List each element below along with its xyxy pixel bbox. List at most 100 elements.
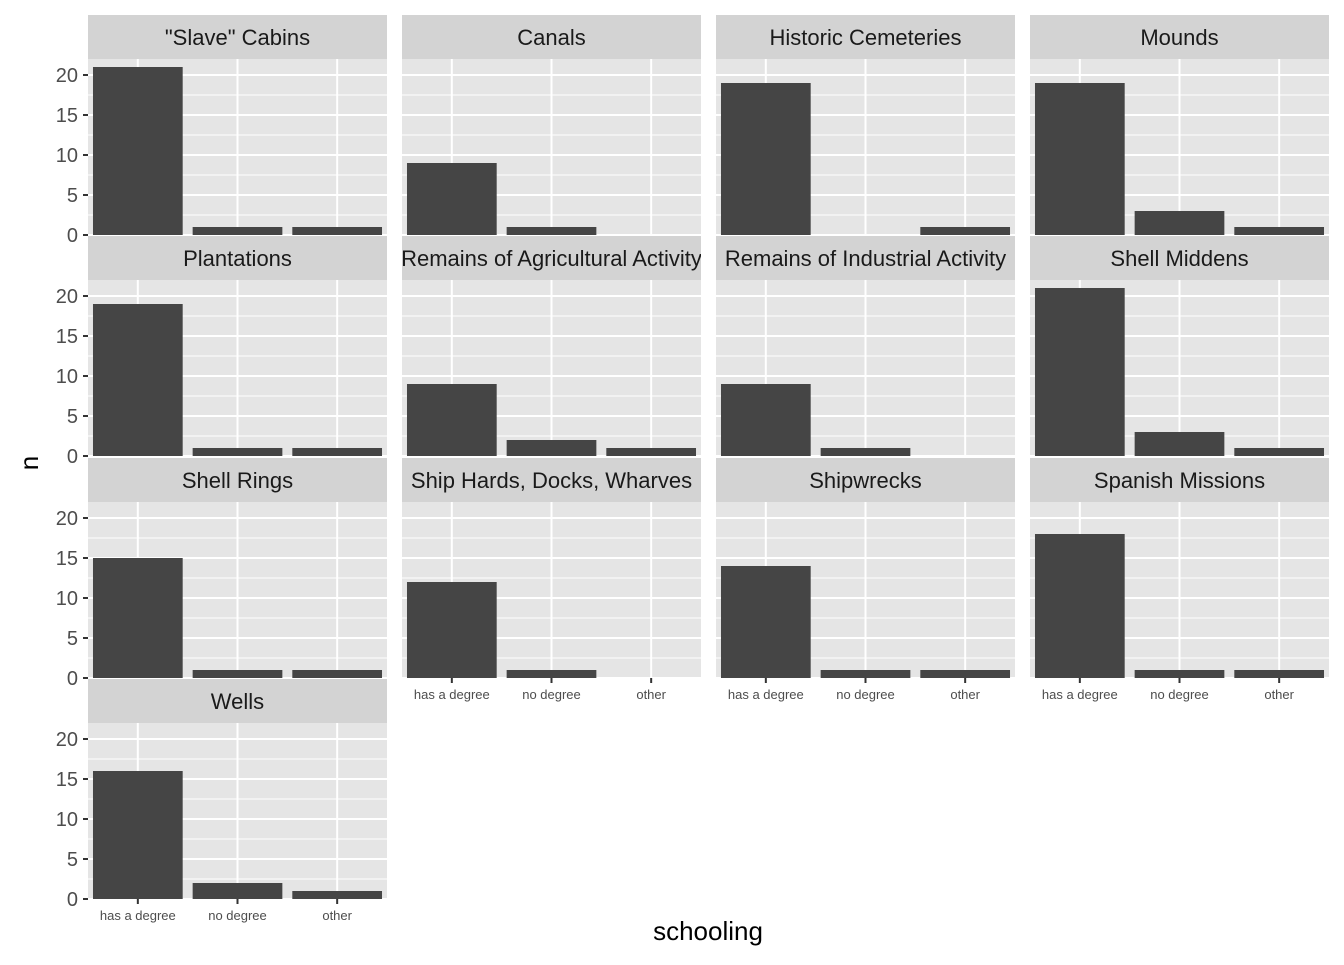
bar	[1234, 448, 1325, 456]
x-tick-label: other	[322, 908, 352, 923]
facet-strip	[402, 15, 701, 59]
facet-strip	[716, 15, 1015, 59]
facet-strip	[716, 458, 1015, 502]
facet-panel: Ship Hards, Docks, Wharves has a degree no…	[402, 458, 701, 702]
bar	[1134, 432, 1225, 456]
facet-strip	[1030, 15, 1329, 59]
bar	[820, 448, 911, 456]
y-tick-label: 10	[56, 588, 78, 610]
bar	[820, 670, 911, 678]
facet-strip-label: Remains of Agricultural Activity	[401, 246, 702, 271]
bar	[192, 448, 283, 456]
bar	[192, 227, 283, 235]
facet-panel: Wells 0 5 10 15 20 has a degree no degree other	[56, 679, 387, 923]
bar	[506, 440, 597, 456]
bar	[606, 448, 697, 456]
facet-strip	[88, 236, 387, 280]
x-tick-label: other	[1264, 687, 1294, 702]
y-tick-label: 20	[56, 508, 78, 530]
x-tick-label: other	[636, 687, 666, 702]
facet-strip-label: Shipwrecks	[809, 468, 921, 493]
facet-panel: Plantations 0 5 10 15 20	[56, 236, 387, 468]
y-tick-label: 0	[67, 225, 78, 247]
bar	[92, 771, 183, 899]
y-tick-label: 20	[56, 729, 78, 751]
bar	[192, 883, 283, 899]
y-tick-label: 15	[56, 326, 78, 348]
bar	[292, 448, 383, 456]
facet-strip-label: Shell Rings	[182, 468, 293, 493]
facet-strip-label: Historic Cemeteries	[770, 25, 962, 50]
bar	[92, 67, 183, 235]
facet-panel: Spanish Missions has a degree no degree oth…	[1030, 458, 1329, 702]
bar	[506, 227, 597, 235]
bar	[1034, 534, 1125, 678]
y-tick-label: 5	[67, 185, 78, 207]
x-tick-label: has a degree	[100, 908, 176, 923]
bar	[92, 304, 183, 456]
y-tick-label: 20	[56, 65, 78, 87]
y-tick-label: 5	[67, 406, 78, 428]
facet-strip	[1030, 458, 1329, 502]
facet-strip-label: Ship Hards, Docks, Wharves	[411, 468, 692, 493]
facet-strip-label: Remains of Industrial Activity	[725, 246, 1006, 271]
bar	[292, 670, 383, 678]
facet-panel: Shell Middens	[1030, 236, 1329, 457]
y-tick-label: 10	[56, 145, 78, 167]
facet-strip-label: Spanish Missions	[1094, 468, 1265, 493]
bar	[292, 227, 383, 235]
facet-strip	[88, 15, 387, 59]
y-tick-label: 0	[67, 889, 78, 911]
y-tick-label: 0	[67, 446, 78, 468]
facet-panel: Remains of Industrial Activity	[716, 236, 1015, 457]
facet-strip-label: Mounds	[1140, 25, 1218, 50]
bar	[720, 83, 811, 235]
x-tick-label: has a degree	[1042, 687, 1118, 702]
bar	[1134, 670, 1225, 678]
y-tick-label: 5	[67, 849, 78, 871]
bar	[720, 566, 811, 678]
x-axis-title: schooling	[653, 916, 763, 946]
bar	[406, 163, 497, 235]
facet-strip	[402, 236, 701, 280]
facet-strip	[716, 236, 1015, 280]
bar	[1134, 211, 1225, 235]
facet-panel: Canals	[402, 15, 701, 236]
x-tick-label: no degree	[208, 908, 267, 923]
bar	[192, 670, 283, 678]
facet-panel: Shipwrecks has a degree no degree other	[716, 458, 1015, 702]
y-tick-label: 10	[56, 366, 78, 388]
x-tick-label: no degree	[1150, 687, 1209, 702]
facet-strip-label: Plantations	[183, 246, 292, 271]
y-tick-label: 0	[67, 668, 78, 690]
facet-panel: Historic Cemeteries	[716, 15, 1015, 236]
y-tick-label: 20	[56, 286, 78, 308]
x-tick-label: no degree	[522, 687, 581, 702]
facet-panel: Remains of Agricultural Activity	[401, 236, 702, 457]
facet-panel: Shell Rings 0 5 10 15 20	[56, 458, 387, 690]
x-tick-label: has a degree	[728, 687, 804, 702]
bar	[1034, 288, 1125, 456]
x-tick-label: other	[950, 687, 980, 702]
bar	[920, 670, 1011, 678]
bar	[92, 558, 183, 678]
y-axis-title: n	[14, 456, 44, 470]
bar	[506, 670, 597, 678]
facet-panel: "Slave" Cabins 0 5 10 15 20	[56, 15, 387, 247]
facet-strip	[88, 458, 387, 502]
bar	[1234, 670, 1325, 678]
y-tick-label: 15	[56, 769, 78, 791]
bar	[406, 384, 497, 456]
facet-panel: Mounds	[1030, 15, 1329, 236]
x-tick-label: no degree	[836, 687, 895, 702]
bar	[292, 891, 383, 899]
facet-strip	[402, 458, 701, 502]
bar	[406, 582, 497, 678]
x-tick-label: has a degree	[414, 687, 490, 702]
facet-strip-label: Shell Middens	[1110, 246, 1248, 271]
bar	[720, 384, 811, 456]
panels-layer: "Slave" Cabins 0 5 10 15 20 Canals Historic Cem…	[56, 15, 1329, 923]
facet-strip	[1030, 236, 1329, 280]
facet-strip	[88, 679, 387, 723]
